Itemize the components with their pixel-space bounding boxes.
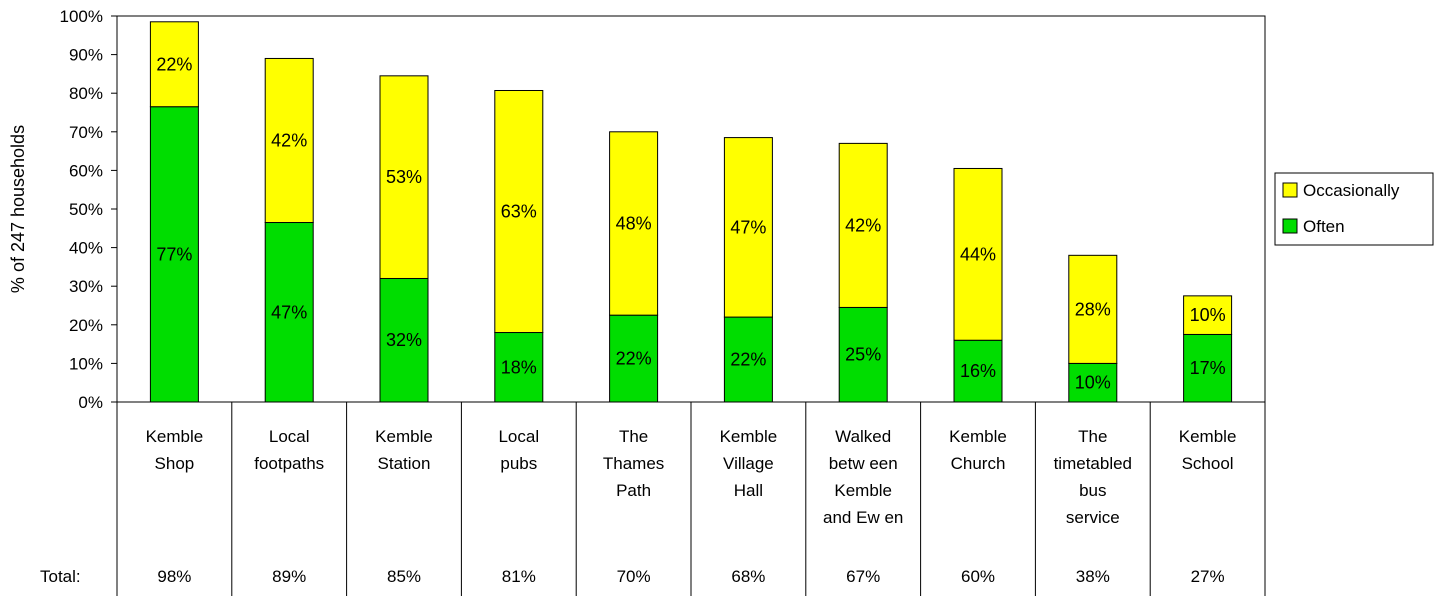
bar-often-4 xyxy=(494,332,544,403)
data-label-occasionally: 53% xyxy=(386,167,422,187)
category-label-line: Local xyxy=(498,427,539,446)
category-label-line: Station xyxy=(378,454,431,473)
category-label-line: footpaths xyxy=(254,454,324,473)
total-value: 98% xyxy=(157,567,191,586)
data-label-often: 18% xyxy=(501,357,537,377)
legend-label-often: Often xyxy=(1303,217,1345,236)
bar-often-1 xyxy=(149,106,199,403)
total-value: 89% xyxy=(272,567,306,586)
bar-occasionally-5 xyxy=(609,131,659,316)
category-label-line: betw een xyxy=(829,454,898,473)
data-label-often: 17% xyxy=(1190,358,1226,378)
bar-occasionally-8 xyxy=(953,167,1003,341)
y-tick-label: 20% xyxy=(69,316,103,335)
bar-occasionally-1 xyxy=(149,21,199,108)
category-label-line: bus xyxy=(1079,481,1106,500)
total-value: 67% xyxy=(846,567,880,586)
data-label-often: 22% xyxy=(616,349,652,369)
category-label-line: Village xyxy=(723,454,774,473)
category-label-line: The xyxy=(1078,427,1107,446)
bar-occasionally-7 xyxy=(838,142,888,308)
y-tick-label: 100% xyxy=(60,7,103,26)
category-label-line: Shop xyxy=(155,454,195,473)
total-value: 27% xyxy=(1191,567,1225,586)
bar-often-9 xyxy=(1068,362,1118,403)
data-label-occasionally: 10% xyxy=(1190,305,1226,325)
total-value: 70% xyxy=(617,567,651,586)
bar-occasionally-9 xyxy=(1068,254,1118,364)
bar-often-3 xyxy=(379,277,429,403)
category-label-line: Thames xyxy=(603,454,664,473)
y-tick-label: 70% xyxy=(69,123,103,142)
y-tick-label: 10% xyxy=(69,354,103,373)
data-label-often: 10% xyxy=(1075,373,1111,393)
legend-label-occasionally: Occasionally xyxy=(1303,181,1400,200)
category-label-line: Local xyxy=(269,427,310,446)
data-label-often: 32% xyxy=(386,330,422,350)
y-tick-label: 0% xyxy=(78,393,103,412)
category-label-line: Kemble xyxy=(720,427,778,446)
data-label-often: 25% xyxy=(845,345,881,365)
category-table: Kemble Shop 98% Local footpaths 89% Kemble Stat… xyxy=(116,402,1266,596)
y-axis-label: % of 247 households xyxy=(8,125,28,293)
data-label-often: 77% xyxy=(156,244,192,264)
data-label-occasionally: 42% xyxy=(845,215,881,235)
category-label-line: Walked xyxy=(835,427,891,446)
bars: 77% 22% 47% 42% 32% 53% 18% 63% 22% 48% 22% 47% 25% 4… xyxy=(149,21,1233,403)
category-label-line: pubs xyxy=(500,454,537,473)
category-label-line: Kemble xyxy=(146,427,204,446)
bar-often-10 xyxy=(1183,333,1233,403)
y-tick-label: 30% xyxy=(69,277,103,296)
data-label-occasionally: 48% xyxy=(616,213,652,233)
totals-label: Total: xyxy=(40,567,81,586)
legend-swatch-often xyxy=(1282,218,1298,234)
category-label-line: and Ew en xyxy=(823,508,903,527)
bar-occasionally-6 xyxy=(723,137,773,318)
bar-often-2 xyxy=(264,222,314,403)
bar-occasionally-3 xyxy=(379,75,429,279)
y-tick-label: 90% xyxy=(69,46,103,65)
total-value: 38% xyxy=(1076,567,1110,586)
total-value: 81% xyxy=(502,567,536,586)
legend: Occasionally Often xyxy=(1274,172,1434,246)
y-tick-label: 60% xyxy=(69,161,103,180)
bar-occasionally-10 xyxy=(1183,295,1233,335)
data-label-occasionally: 44% xyxy=(960,244,996,264)
data-label-occasionally: 28% xyxy=(1075,299,1111,319)
bar-occasionally-4 xyxy=(494,89,544,334)
data-label-occasionally: 22% xyxy=(156,54,192,74)
category-label-line: service xyxy=(1066,508,1120,527)
category-label-line: Path xyxy=(616,481,651,500)
data-label-often: 16% xyxy=(960,361,996,381)
bar-occasionally-2 xyxy=(264,57,314,224)
total-value: 68% xyxy=(731,567,765,586)
y-axis: 0% 10% 20% 30% 40% 50% 60% 70% 80% 90% 100% xyxy=(60,7,117,412)
bar-often-7 xyxy=(838,306,888,403)
category-label-line: timetabled xyxy=(1054,454,1132,473)
category-label-line: Church xyxy=(951,454,1006,473)
data-label-occasionally: 47% xyxy=(730,217,766,237)
data-label-often: 22% xyxy=(730,350,766,370)
category-label-line: School xyxy=(1182,454,1234,473)
category-label-line: Kemble xyxy=(834,481,892,500)
data-label-occasionally: 63% xyxy=(501,202,537,222)
bar-often-6 xyxy=(723,316,773,403)
category-label-line: Kemble xyxy=(375,427,433,446)
category-label-line: Hall xyxy=(734,481,763,500)
data-label-often: 47% xyxy=(271,302,307,322)
y-tick-label: 80% xyxy=(69,84,103,103)
category-label-line: Kemble xyxy=(1179,427,1237,446)
data-label-occasionally: 42% xyxy=(271,130,307,150)
legend-box xyxy=(1274,172,1434,246)
category-label-line: Kemble xyxy=(949,427,1007,446)
y-tick-label: 40% xyxy=(69,239,103,258)
legend-swatch-occasionally xyxy=(1282,182,1298,198)
total-value: 85% xyxy=(387,567,421,586)
total-value: 60% xyxy=(961,567,995,586)
category-label-line: The xyxy=(619,427,648,446)
y-tick-label: 50% xyxy=(69,200,103,219)
bar-often-5 xyxy=(609,314,659,403)
